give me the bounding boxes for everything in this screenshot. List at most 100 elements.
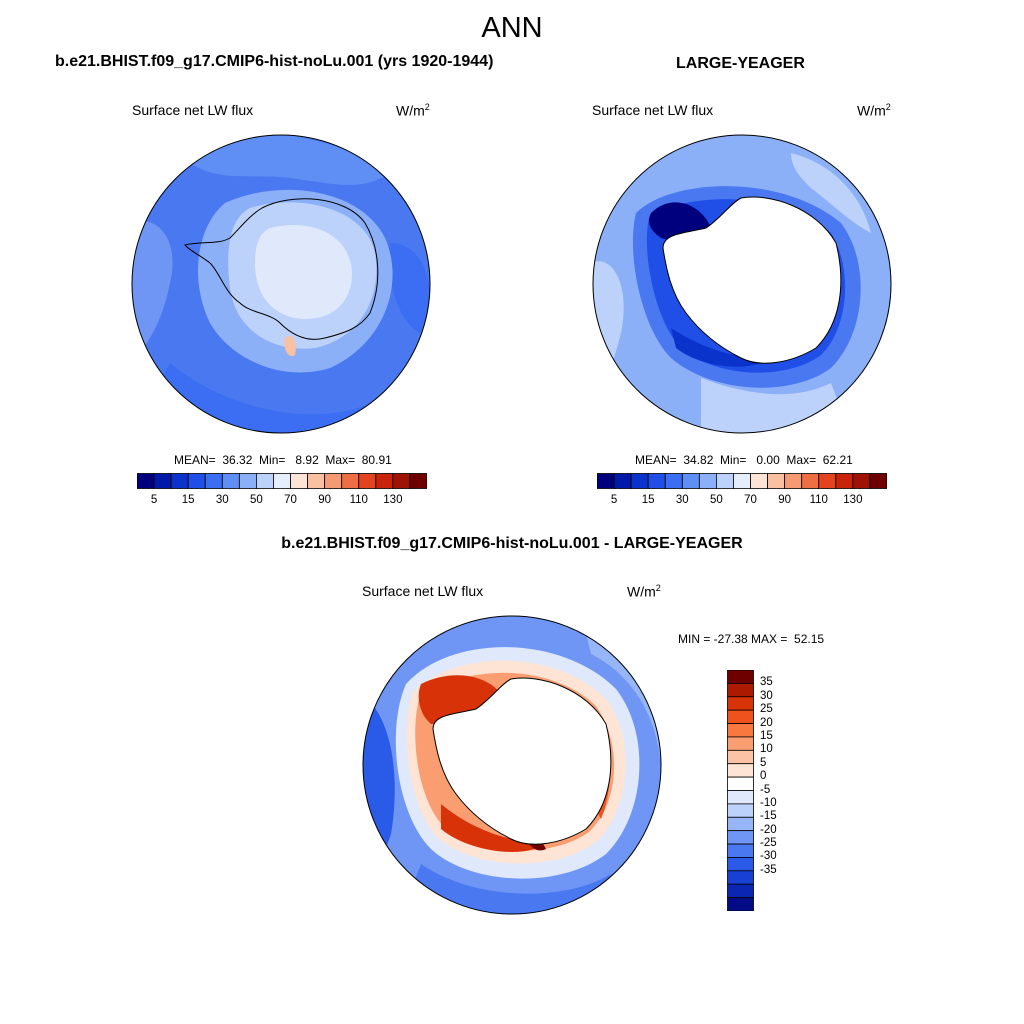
panel3-antarctica-landmask <box>432 677 612 845</box>
panel2-colorbar-swatch <box>647 473 666 489</box>
panel2-colorbar-swatch <box>869 473 887 489</box>
panel3-colorbar-swatch <box>727 857 754 872</box>
panel2-colorbar <box>597 473 887 489</box>
panel3-colorbar-label: 30 <box>760 689 773 702</box>
panel1-colorbar-swatch <box>153 473 172 489</box>
panel1-colorbar-label: 30 <box>215 494 229 506</box>
panel1-colorbar-swatch <box>409 473 427 489</box>
panel1-colorbar-label: 90 <box>318 494 332 506</box>
panel3-colorbar-swatch <box>727 776 754 791</box>
panel3-colorbar-label: -10 <box>760 796 777 809</box>
panel1-title: b.e21.BHIST.f09_g17.CMIP6-hist-noLu.001 … <box>55 53 494 70</box>
panel3-map <box>362 615 662 915</box>
panel3-colorbar-swatch <box>727 897 754 911</box>
panel1-colorbar-label: 70 <box>284 494 297 506</box>
figure-title: ANN <box>481 12 543 44</box>
panel3-colorbar-label: 15 <box>760 729 773 742</box>
panel3-colorbar-swatch <box>727 883 754 899</box>
panel3-colorbar-label: 20 <box>760 716 773 729</box>
panel1-colorbar-swatch <box>307 473 326 489</box>
panel1-colorbar-swatch <box>290 473 308 489</box>
panel3-colorbar-swatch <box>727 763 754 778</box>
panel3-colorbar-label: 10 <box>760 743 773 756</box>
panel3-colorbar-label: -30 <box>760 850 777 863</box>
panel2-units: W/m2 <box>857 102 891 119</box>
panel1-map <box>131 134 431 434</box>
panel1-colorbar-swatch <box>187 473 206 489</box>
panel2-colorbar-swatch <box>767 473 786 489</box>
panel2-colorbar-swatch <box>698 473 717 489</box>
panel2-colorbar-swatch <box>630 473 649 489</box>
panel3-colorbar-swatch <box>727 790 754 805</box>
panel3-colorbar-label: -20 <box>760 823 777 836</box>
panel3-colorbar-label: 25 <box>760 703 773 716</box>
panel3-colorbar-swatch <box>727 682 754 698</box>
panel1-colorbar-swatch <box>221 473 240 489</box>
panel2-colorbar-label: 30 <box>675 494 689 506</box>
panel3-colorbar-swatch <box>727 709 754 724</box>
panel3-map-border <box>362 615 662 915</box>
panel1-colorbar-label: 130 <box>383 494 403 506</box>
panel3-colorbar-label: -15 <box>760 810 777 823</box>
panel2-title: LARGE-YEAGER <box>676 55 805 72</box>
panel3-colorbar-swatch <box>727 816 754 832</box>
panel2-colorbar-swatch <box>681 473 700 489</box>
panel2-colorbar-label: 5 <box>610 494 618 506</box>
panel3-colorbar-label: 5 <box>760 756 767 769</box>
panel2-colorbar-swatch <box>597 473 615 489</box>
panel1-colorbar-swatch <box>358 473 377 489</box>
panel1-map-border <box>131 134 431 434</box>
panel2-variable: Surface net LW flux <box>592 102 714 118</box>
panel3-colorbar-swatch <box>727 830 754 845</box>
panel1-colorbar-swatch <box>273 473 291 489</box>
panel3-colorbar-swatch <box>727 670 754 684</box>
panel3-units: W/m2 <box>627 583 661 600</box>
panel1-stats: MEAN= 36.32 Min= 8.92 Max= 80.91 <box>174 453 392 467</box>
panel1-colorbar-swatch <box>375 473 394 489</box>
panel3-colorbar-swatch <box>727 723 754 738</box>
panel2-colorbar-labels: 5 15 30 50 70 90 110 130 <box>597 494 887 510</box>
panel2-map <box>592 134 892 434</box>
panel2-stats: MEAN= 34.82 Min= 0.00 Max= 62.21 <box>635 453 853 467</box>
panel2-colorbar-label: 90 <box>778 494 792 506</box>
panel1-colorbar-labels: 5 15 30 50 70 90 110 130 <box>137 494 427 510</box>
panel3-colorbar-swatch <box>727 870 754 885</box>
panel3-colorbar-label: 0 <box>760 770 767 783</box>
panel3-title: b.e21.BHIST.f09_g17.CMIP6-hist-noLu.001 … <box>281 535 743 552</box>
panel1-colorbar-swatch <box>238 473 257 489</box>
panel3-colorbar-label: -5 <box>760 783 771 796</box>
panel3-colorbar-swatch <box>727 696 754 711</box>
panel1-colorbar-swatch <box>392 473 411 489</box>
panel1-colorbar-swatch <box>204 473 223 489</box>
panel2-colorbar-swatch <box>818 473 837 489</box>
panel1-colorbar-swatch <box>137 473 155 489</box>
panel3-colorbar-label: 35 <box>760 676 773 689</box>
panel1-colorbar-swatch <box>324 473 343 489</box>
panel1-colorbar <box>137 473 427 489</box>
panel3-colorbar-label: -25 <box>760 837 777 850</box>
panel3-colorbar-swatch <box>727 803 754 818</box>
panel1-colorbar-label: 50 <box>250 494 263 506</box>
panel3-variable: Surface net LW flux <box>362 583 484 599</box>
panel2-colorbar-label: 130 <box>843 494 863 506</box>
panel3-colorbar <box>727 670 754 911</box>
panel1-colorbar-label: 5 <box>150 494 158 506</box>
panel2-map-border <box>592 134 892 434</box>
panel3-colorbar-swatch <box>727 843 754 858</box>
panel2-colorbar-swatch <box>852 473 871 489</box>
panel2-colorbar-swatch <box>750 473 768 489</box>
panel3-colorbar-swatch <box>727 749 754 765</box>
panel2-colorbar-swatch <box>716 473 734 489</box>
panel1-colorbar-swatch <box>256 473 274 489</box>
panel3-colorbar-labels: 35 30 25 20 15 10 5 0 -5 -10 -15 -20 -25 -30 -35 <box>760 670 800 911</box>
panel1-units: W/m2 <box>396 102 430 119</box>
panel2-colorbar-label: 15 <box>641 494 655 506</box>
panel1-colorbar-swatch <box>170 473 189 489</box>
panel3-colorbar-swatch <box>727 736 754 751</box>
panel2-colorbar-swatch <box>733 473 751 489</box>
panel1-colorbar-label: 110 <box>349 494 368 506</box>
panel2-colorbar-swatch <box>801 473 820 489</box>
panel2-colorbar-swatch <box>664 473 683 489</box>
panel2-colorbar-swatch <box>835 473 854 489</box>
panel1-variable: Surface net LW flux <box>132 102 254 118</box>
